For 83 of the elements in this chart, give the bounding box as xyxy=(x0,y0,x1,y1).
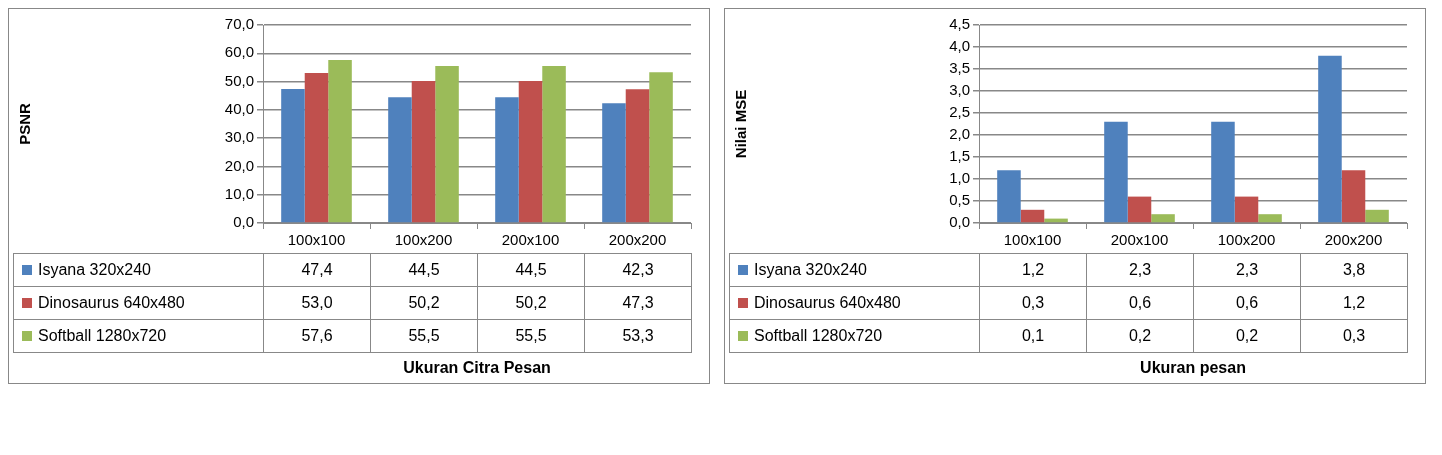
bar xyxy=(1211,121,1235,223)
data-label: 53,3 xyxy=(584,319,692,353)
data-label: 47,4 xyxy=(263,253,371,287)
y-tick-label: 0,5 xyxy=(949,191,970,209)
bar xyxy=(1365,209,1389,223)
data-label: 44,5 xyxy=(370,253,478,287)
x-tick-label: 200x200 xyxy=(608,231,667,249)
bar xyxy=(518,81,543,223)
data-label: 55,5 xyxy=(477,319,585,353)
data-label: 3,8 xyxy=(1300,253,1408,287)
data-label: 2,3 xyxy=(1086,253,1194,287)
bar xyxy=(625,89,650,223)
data-label: 0,2 xyxy=(1086,319,1194,353)
y-tick-label: 2,5 xyxy=(949,103,970,121)
x-tick-label: 200x100 xyxy=(1110,231,1169,249)
y-tick-label: 20,0 xyxy=(224,156,254,174)
bar xyxy=(1151,214,1175,223)
x-tick-label: 100x200 xyxy=(394,231,453,249)
y-tick-label: 40,0 xyxy=(224,100,254,117)
bar xyxy=(435,66,459,223)
y-axis-title: PSNR xyxy=(16,103,34,145)
y-tick-label: 3,5 xyxy=(949,59,970,77)
data-label: 2,3 xyxy=(1193,253,1301,287)
y-tick-label: 0,0 xyxy=(233,213,254,231)
y-tick-label: 60,0 xyxy=(224,43,254,61)
x-axis-title: Ukuran pesan xyxy=(1139,359,1247,377)
y-tick-label: 4,0 xyxy=(949,37,970,55)
data-label: 44,5 xyxy=(477,253,585,287)
legend-label: Dinosaurus 640x480 xyxy=(38,294,185,311)
data-label: 0,6 xyxy=(1193,286,1301,320)
data-label: 0,2 xyxy=(1193,319,1301,353)
x-axis-title: Ukuran Citra Pesan xyxy=(402,359,552,377)
y-tick-label: 3,0 xyxy=(949,81,970,99)
bar xyxy=(1258,214,1282,223)
bar xyxy=(602,103,626,223)
bar xyxy=(1127,196,1152,223)
bar xyxy=(1318,55,1342,223)
y-tick-label: 10,0 xyxy=(224,184,254,202)
legend-label: Isyana 320x240 xyxy=(38,261,151,278)
y-tick-label: 70,0 xyxy=(224,15,254,33)
bar xyxy=(1341,170,1366,223)
data-label: 42,3 xyxy=(584,253,692,287)
legend-label: Softball 1280x720 xyxy=(38,327,167,344)
x-tick-label: 200x200 xyxy=(1324,231,1383,249)
bar xyxy=(328,60,352,223)
y-tick-label: 1,0 xyxy=(949,169,970,187)
bar xyxy=(281,88,305,223)
y-tick-label: 2,0 xyxy=(949,125,970,143)
y-tick-label: 1,5 xyxy=(949,147,970,165)
data-label: 0,3 xyxy=(979,286,1087,320)
data-label: 50,2 xyxy=(477,286,585,320)
data-label: 1,2 xyxy=(1300,286,1408,320)
data-label: 55,5 xyxy=(370,319,478,353)
bar xyxy=(388,97,412,223)
bar xyxy=(542,66,566,223)
x-tick-label: 100x200 xyxy=(1217,231,1276,249)
bar xyxy=(304,73,329,223)
data-label: 0,6 xyxy=(1086,286,1194,320)
y-tick-label: 4,5 xyxy=(949,15,970,33)
data-label: 1,2 xyxy=(979,253,1087,287)
x-tick-label: 100x100 xyxy=(287,231,346,249)
data-label: 50,2 xyxy=(370,286,478,320)
legend-label: Isyana 320x240 xyxy=(754,261,867,278)
bar xyxy=(1104,121,1128,223)
bar xyxy=(997,170,1021,223)
data-label: 53,0 xyxy=(263,286,371,320)
bar xyxy=(649,72,673,223)
x-tick-label: 200x100 xyxy=(501,231,560,249)
legend-label: Softball 1280x720 xyxy=(754,327,883,344)
bar xyxy=(495,97,519,223)
y-tick-label: 30,0 xyxy=(224,128,254,146)
data-label: 57,6 xyxy=(263,319,371,353)
bar xyxy=(411,81,436,223)
x-tick-label: 100x100 xyxy=(1003,231,1062,249)
data-label: 0,3 xyxy=(1300,319,1408,353)
y-axis-title: Nilai MSE xyxy=(732,89,750,159)
y-tick-label: 0,0 xyxy=(949,213,970,231)
bar xyxy=(1020,209,1045,223)
legend-label: Dinosaurus 640x480 xyxy=(754,294,901,311)
y-tick-label: 50,0 xyxy=(224,71,254,89)
data-label: 0,1 xyxy=(979,319,1087,353)
data-label: 47,3 xyxy=(584,286,692,320)
bar xyxy=(1234,196,1259,223)
